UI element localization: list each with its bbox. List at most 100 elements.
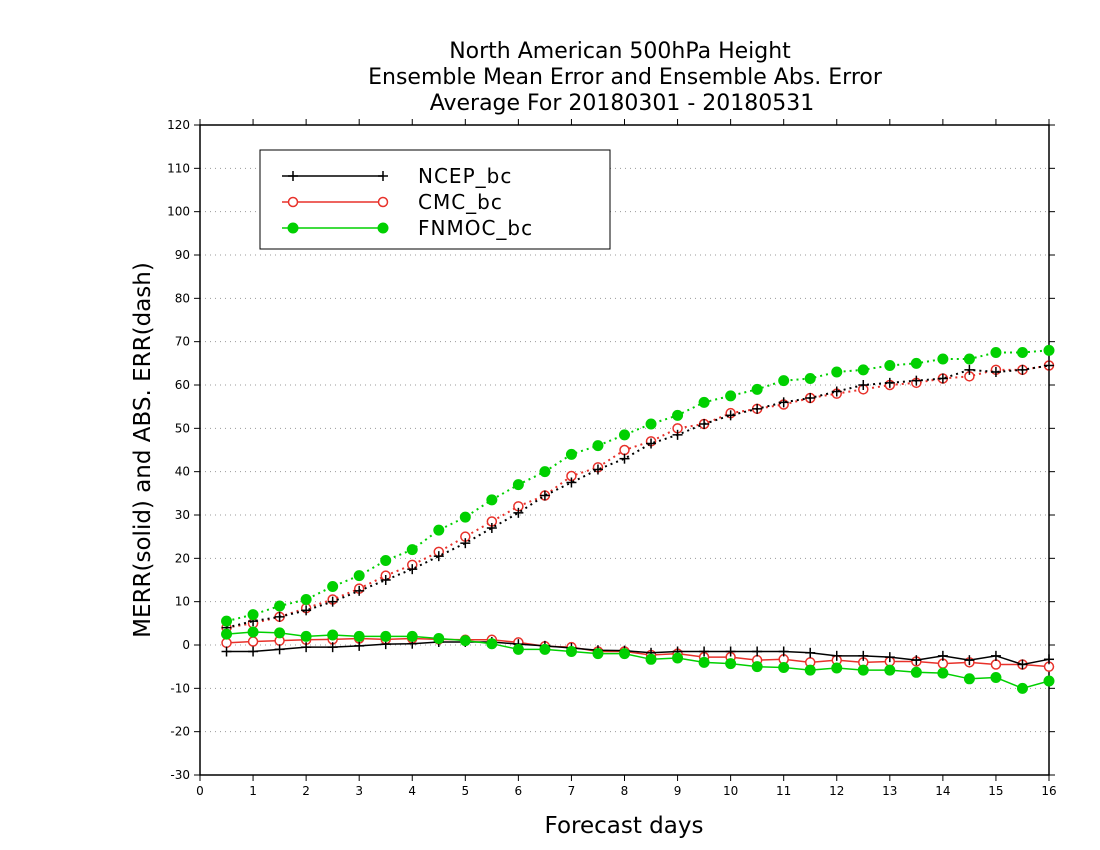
fnmoc-bc-merr-series-point [433, 633, 445, 644]
fnmoc-bc-merr-series-point [751, 661, 763, 673]
fnmoc-bc-abs-err-series-point [725, 390, 737, 402]
x-tick-label: 2 [302, 784, 310, 798]
fnmoc-bc-abs-err-series-point [565, 448, 577, 460]
ncep-bc-merr-series-point [1017, 659, 1028, 670]
title-line-3: Average For 20180301 - 20180531 [430, 91, 815, 116]
ncep-bc-abs-err-series-point [592, 464, 603, 475]
x-tick-label: 16 [1041, 784, 1056, 798]
fnmoc-bc-merr-series-point [300, 630, 312, 642]
ncep-bc-abs-err-series-point [911, 375, 922, 386]
ncep-bc-abs-err-series-point [752, 403, 763, 414]
fnmoc-bc-abs-err-series-point [274, 600, 286, 612]
x-tick-label: 14 [935, 784, 950, 798]
legend-marker [288, 171, 298, 181]
cmc-bc-merr-series-point [221, 637, 232, 649]
fnmoc-bc-merr-series-point [990, 672, 1002, 683]
ncep-bc-abs-err-series-point [274, 611, 285, 622]
y-tick-label: 60 [175, 378, 190, 392]
y-axis-label: MERR(solid) and ABS. ERR(dash) [130, 262, 156, 638]
legend-box [259, 149, 611, 250]
y-tick-label: 30 [175, 508, 190, 522]
y-tick-label: 10 [175, 595, 190, 609]
ncep-bc-merr-series-point [831, 650, 842, 661]
ncep-bc-abs-err-series-point [1044, 360, 1054, 371]
x-tick-label: 1 [249, 784, 257, 798]
fnmoc-bc-abs-err-series-point [512, 479, 524, 491]
ncep-bc-merr-series-point [911, 655, 922, 666]
x-tick-label: 12 [829, 784, 844, 798]
ncep-bc-merr-series-point [221, 646, 232, 657]
cmc-bc-merr-series [221, 633, 1055, 672]
ncep-bc-merr-series-point [327, 642, 338, 653]
fnmoc-bc-abs-err-series [221, 344, 1055, 627]
y-tick-label: 0 [182, 638, 190, 652]
x-tick-label: 7 [568, 784, 576, 798]
y-tick-label: 110 [167, 161, 190, 175]
ncep-bc-abs-err-series-point [380, 575, 391, 585]
y-tick-label: -10 [170, 681, 190, 695]
y-tick-label: 50 [175, 421, 190, 435]
ncep-bc-abs-err-series-point [699, 419, 710, 429]
fnmoc-bc-abs-err-series-point [884, 360, 896, 371]
y-tick-label: -20 [170, 725, 190, 739]
fnmoc-bc-abs-err-series-point [459, 511, 471, 523]
fnmoc-bc-abs-err-series-point [672, 409, 684, 421]
ncep-bc-abs-err-series-point [566, 477, 577, 488]
ncep-bc-abs-err-series-point [301, 605, 312, 616]
cmc-bc-abs-err-series-point [619, 444, 630, 456]
legend-label: NCEP_bc [418, 164, 512, 188]
legend-marker [287, 196, 299, 208]
ncep-bc-merr-series-point [805, 647, 816, 658]
y-tick-label: 100 [167, 205, 190, 219]
legend-label: FNMOC_bc [418, 216, 533, 240]
y-tick-label: 40 [175, 465, 190, 479]
fnmoc-bc-merr-series-point [831, 662, 843, 674]
ncep-bc-merr-series-point [274, 644, 285, 655]
ncep-bc-abs-err-series-line [226, 364, 1050, 629]
fnmoc-bc-merr-series-point [1043, 675, 1055, 687]
ncep-bc-merr-series-point [752, 646, 763, 657]
fnmoc-bc-abs-err-series-point [804, 373, 816, 384]
fnmoc-bc-abs-err-series-point [963, 353, 975, 365]
fnmoc-bc-abs-err-series-point [778, 375, 790, 387]
legend-item-fnmoc-bc: FNMOC_bc [282, 216, 533, 240]
ncep-bc-abs-err-series-point [407, 564, 418, 575]
fnmoc-bc-abs-err-series-point [592, 440, 604, 452]
fnmoc-bc-merr-series-point [963, 673, 975, 685]
fnmoc-bc-merr-series [221, 626, 1055, 694]
fnmoc-bc-abs-err-series-point [698, 396, 710, 408]
ncep-bc-abs-err-series-point [964, 364, 975, 375]
legend-item-cmc-bc: CMC_bc [282, 190, 502, 214]
x-tick-label: 8 [621, 784, 629, 798]
fnmoc-bc-merr-series-point [910, 666, 922, 678]
ncep-bc-abs-err-series-point [990, 367, 1001, 377]
legend-marker [378, 171, 388, 181]
fnmoc-bc-merr-series-point [698, 656, 710, 668]
legend-item-ncep-bc: NCEP_bc [282, 164, 512, 188]
fnmoc-bc-abs-err-series-point [486, 494, 498, 506]
legend-marker [287, 222, 299, 234]
cmc-bc-merr-series-point [247, 636, 259, 647]
fnmoc-bc-merr-series-point [406, 630, 418, 642]
ncep-bc-abs-err-series-point [672, 429, 683, 440]
fnmoc-bc-abs-err-series-point [990, 347, 1002, 358]
x-tick-label: 10 [723, 784, 738, 798]
y-tick-label: -30 [170, 768, 190, 782]
ncep-bc-abs-err-series-point [513, 507, 524, 518]
cmc-bc-abs-err-series [221, 360, 1055, 633]
legend-marker [377, 222, 389, 234]
fnmoc-bc-merr-series-point [725, 658, 737, 670]
cmc-bc-merr-series-point [990, 659, 1002, 670]
fnmoc-bc-abs-err-series-point [353, 570, 365, 582]
fnmoc-bc-abs-err-series-point [910, 357, 922, 369]
fnmoc-bc-merr-series-point [486, 638, 498, 650]
fnmoc-bc-abs-err-series-point [619, 429, 630, 441]
ncep-bc-abs-err-series-point [725, 410, 736, 421]
ncep-bc-abs-err-series-point [1017, 364, 1028, 375]
x-axis-label: Forecast days [545, 813, 704, 839]
ncep-bc-abs-err-series-point [433, 551, 444, 562]
fnmoc-bc-merr-series-point [353, 630, 365, 642]
